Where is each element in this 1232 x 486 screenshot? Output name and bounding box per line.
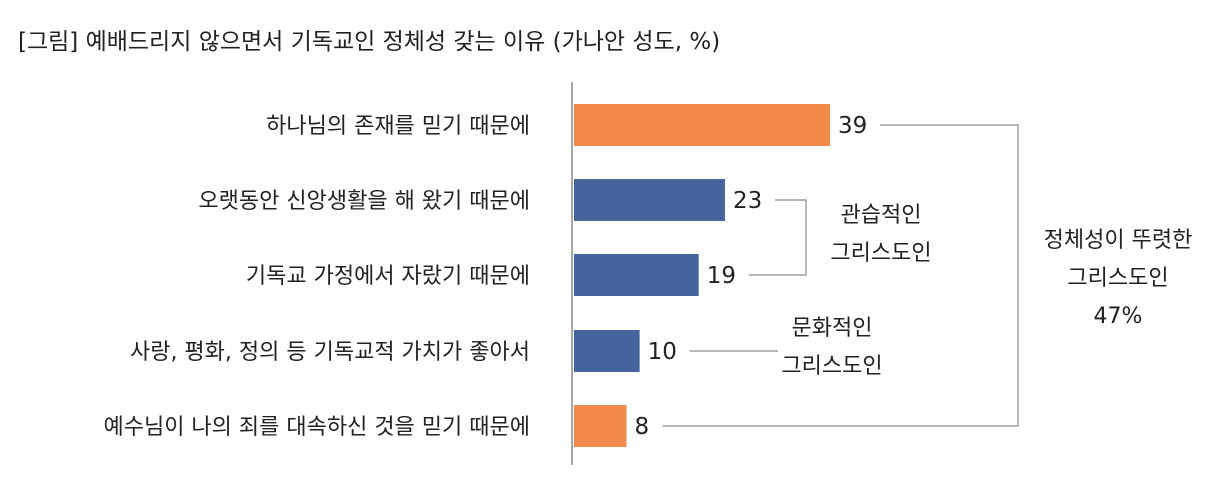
bar (574, 254, 699, 296)
bar (574, 104, 830, 146)
value-label: 23 (733, 188, 762, 214)
chart-title: [그림] 예배드리지 않으면서 기독교인 정체성 갖는 이유 (가나안 성도, … (18, 29, 721, 55)
group-label: 그리스도인 (830, 241, 931, 266)
category-label: 오랫동안 신앙생활을 해 왔기 때문에 (198, 189, 530, 214)
bracket-line (748, 199, 807, 276)
group-label: 관습적인 (841, 203, 922, 228)
group-label: 47% (1094, 304, 1143, 329)
group-label: 문화적인 (792, 316, 873, 341)
group-label: 정체성이 뚜렷한 (1044, 228, 1193, 253)
value-label: 39 (838, 113, 867, 139)
group-label: 그리스도인 (1067, 266, 1168, 291)
bar (574, 330, 640, 372)
bar (574, 405, 627, 447)
category-label: 하나님의 존재를 믿기 때문에 (266, 114, 530, 139)
bracket-line (662, 124, 1019, 427)
category-label: 기독교 가정에서 자랐기 때문에 (246, 264, 530, 289)
value-label: 19 (707, 263, 736, 289)
category-label: 예수님이 나의 죄를 대속하신 것을 믿기 때문에 (103, 415, 530, 440)
bar (574, 179, 725, 221)
category-label: 사랑, 평화, 정의 등 기독교적 가치가 좋아서 (130, 340, 530, 365)
group-label: 그리스도인 (781, 354, 882, 379)
value-label: 10 (648, 339, 677, 365)
value-label: 8 (635, 414, 650, 440)
